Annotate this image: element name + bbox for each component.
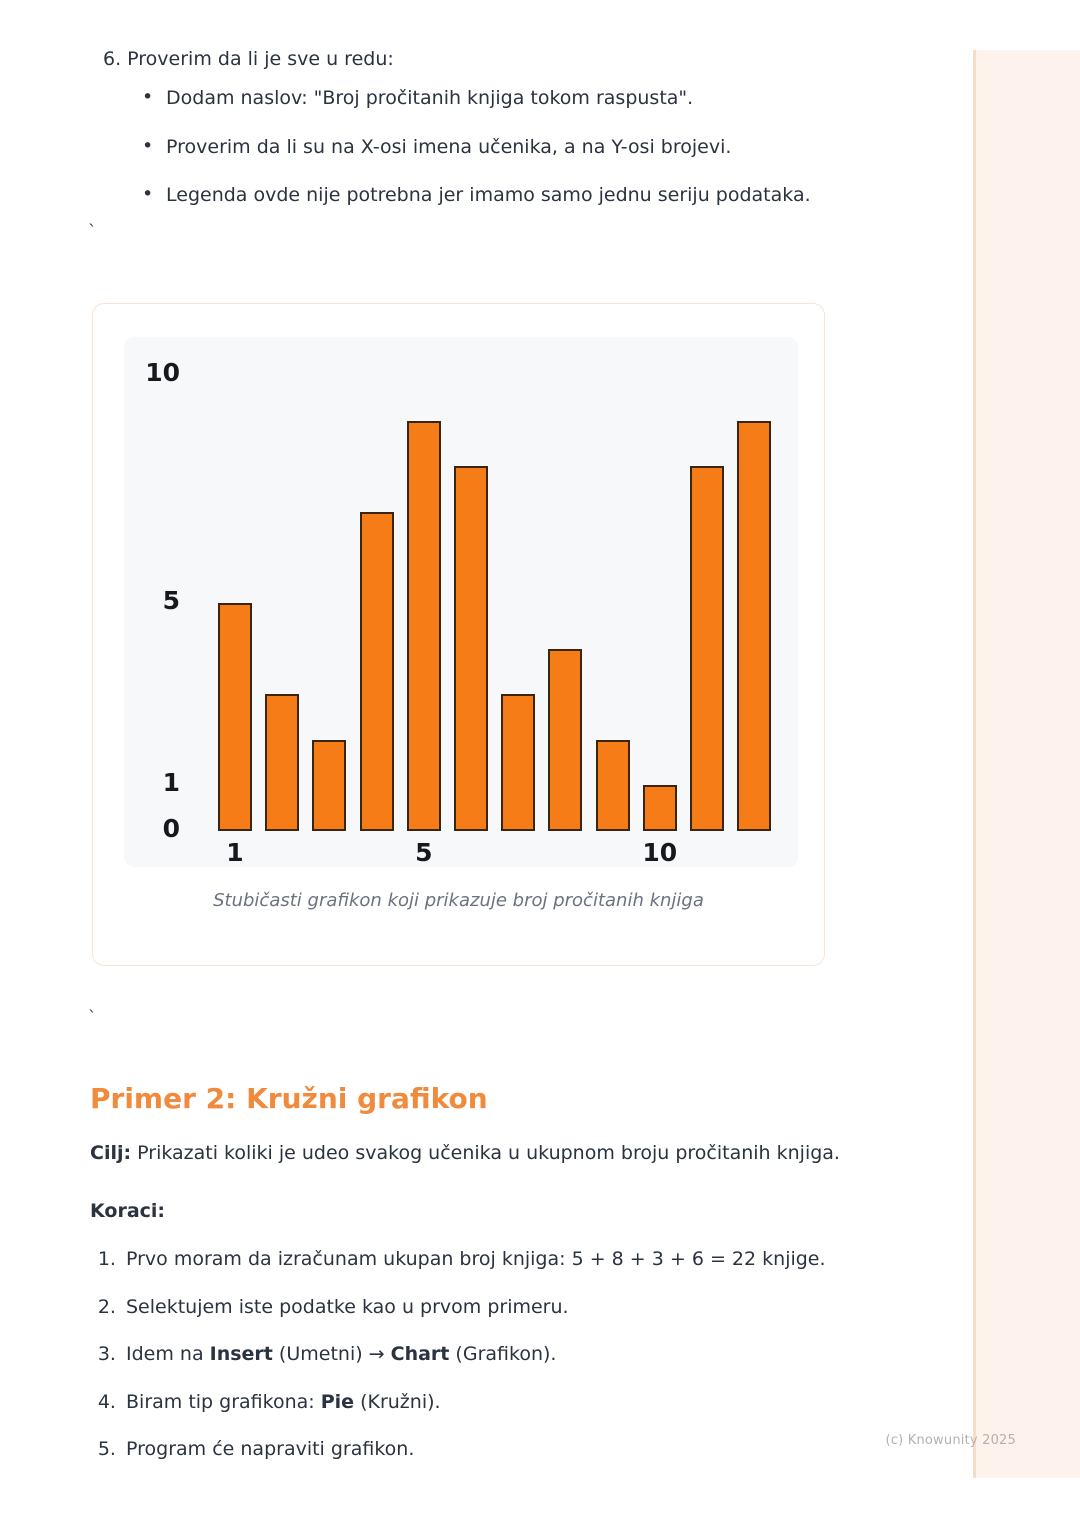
step-item: Idem na Insert (Umetni) → Chart (Grafiko… (122, 1341, 942, 1368)
step-item: Prvo moram da izračunam ukupan broj knji… (122, 1246, 942, 1273)
list-item: Dodam naslov: "Broj pročitanih knjiga to… (140, 84, 900, 112)
step-text: Selektujem iste podatke kao u prvom prim… (126, 1295, 569, 1318)
bar-chart: 10 5 1 0 1 5 10 (124, 337, 798, 867)
step-text: Prvo moram da izračunam ukupan broj knji… (126, 1248, 826, 1270)
step-text: Idem na (126, 1343, 210, 1366)
y-axis-tick-10: 10 (145, 358, 180, 387)
steps-label: Koraci: (90, 1200, 166, 1222)
step-text: Biram tip grafikona: (126, 1390, 321, 1413)
bar-7 (501, 694, 536, 831)
backtick-artifact-top: ` (88, 222, 97, 242)
bar-1 (218, 603, 252, 831)
checklist: Dodam naslov: "Broj pročitanih knjiga to… (140, 84, 900, 231)
x-axis-tick-1: 1 (226, 838, 244, 867)
goal-text: Prikazati koliki je udeo svakog učenika … (131, 1142, 840, 1164)
backtick-artifact-bottom: ` (88, 1008, 97, 1028)
step-item: Biram tip grafikona: Pie (Kružni). (122, 1389, 942, 1416)
y-axis-tick-0: 0 (162, 814, 180, 843)
step-text: (Grafikon). (449, 1343, 557, 1366)
goal-line: Cilj: Prikazati koliki je udeo svakog uč… (90, 1142, 840, 1164)
step-item: Program će napraviti grafikon. (122, 1436, 942, 1463)
chart-plot-panel: 10 5 1 0 1 5 10 (124, 337, 798, 867)
section-2-heading: Primer 2: Kružni grafikon (90, 1082, 488, 1115)
bar-5 (406, 420, 441, 831)
bar-2 (265, 694, 300, 831)
step-text: Program će napraviti grafikon. (126, 1438, 415, 1461)
x-axis-tick-10: 10 (642, 838, 678, 867)
page-side-stripe (973, 50, 1080, 1478)
step-keyword: Chart (390, 1343, 450, 1366)
chart-caption: Stubičasti grafikon koji prikazuje broj … (213, 890, 704, 911)
chart-card: 10 5 1 0 1 5 10 Stubičasti grafikon koji prika… (92, 303, 825, 966)
y-axis-tick-5: 5 (162, 586, 180, 615)
bar-9 (595, 739, 630, 831)
step-keyword: Insert (209, 1343, 273, 1366)
step-text: (Kružni). (354, 1390, 441, 1413)
y-axis-tick-1: 1 (162, 768, 180, 798)
step-item: Selektujem iste podatke kao u prvom prim… (122, 1294, 942, 1321)
document-content: 6. Proverim da li je sve u redu: Dodam n… (0, 0, 960, 1528)
bar-3 (312, 739, 347, 831)
bar-8 (548, 648, 583, 831)
bar-10 (642, 785, 677, 831)
list-item: Legenda ovde nije potrebna jer imamo sam… (140, 181, 900, 209)
goal-label: Cilj: (90, 1142, 132, 1164)
bar-11 (690, 466, 724, 831)
steps-list: Prvo moram da izračunam ukupan broj knji… (90, 1246, 942, 1484)
bar-4 (359, 511, 394, 831)
bar-12 (737, 420, 772, 831)
step-keyword: Pie (320, 1390, 355, 1413)
watermark: (c) Knowunity 2025 (885, 1433, 1016, 1448)
list-item: Proverim da li su na X-osi imena učenika… (140, 133, 900, 161)
step-text: (Umetni) → (272, 1343, 391, 1366)
step-6-heading: 6. Proverim da li je sve u redu: (103, 48, 394, 70)
bar-6 (454, 466, 488, 831)
x-axis-tick-5: 5 (415, 838, 433, 867)
